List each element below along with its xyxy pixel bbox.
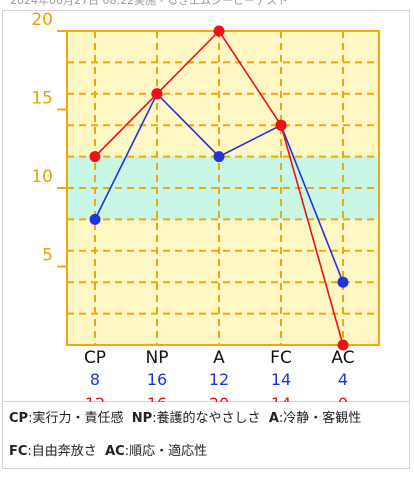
legend: CP:実行力・責任感 NP:養護的なやさしさ A:冷静・客観性 FC:自由奔放さ…	[2, 402, 410, 469]
value-label-1: 16	[147, 394, 167, 403]
category-label: FC	[270, 348, 292, 368]
legend-text: :自由奔放さ	[27, 444, 97, 459]
legend-text: :養護的なやさしさ	[152, 411, 261, 426]
data-point-1	[337, 339, 349, 351]
y-tick-label: 20	[31, 11, 53, 30]
legend-key: A	[268, 411, 279, 426]
value-label-0: 14	[271, 370, 291, 389]
category-label: A	[213, 348, 225, 368]
value-label-0: 16	[147, 370, 167, 389]
data-point-0	[213, 151, 225, 163]
category-label: AC	[331, 348, 354, 368]
value-label-1: 20	[209, 394, 229, 403]
value-label-0: 8	[90, 370, 100, 389]
legend-key: AC	[105, 444, 125, 459]
legend-text: :順応・適応性	[124, 444, 208, 459]
value-label-0: 4	[338, 370, 348, 389]
legend-row-2: FC:自由奔放さ AC:順応・適応性	[9, 435, 403, 468]
legend-text: :冷静・客観性	[278, 411, 362, 426]
value-label-1: 12	[85, 394, 105, 403]
y-tick-label: 10	[31, 167, 53, 187]
value-label-0: 12	[209, 370, 229, 389]
data-point-0	[89, 213, 101, 225]
value-label-1: 0	[338, 394, 348, 403]
value-label-1: 14	[271, 394, 291, 403]
legend-key: FC	[9, 444, 28, 459]
data-point-1	[213, 25, 225, 37]
y-tick-label: 15	[31, 89, 53, 109]
egogram-chart: 5 10 15 20 CP NP A FC AC 8 16 12 14 4 12 16 20 14 0	[31, 11, 380, 403]
category-label: CP	[84, 348, 106, 368]
category-label: NP	[146, 348, 169, 368]
legend-key: NP	[131, 411, 153, 426]
y-tick-label: 5	[42, 246, 53, 266]
legend-key: CP	[9, 411, 29, 426]
legend-text: :実行力・責任感	[28, 411, 124, 426]
chart-frame: 5 10 15 20 CP NP A FC AC 8 16 12 14 4 12 16 20 14 0	[2, 10, 410, 403]
data-point-1	[151, 88, 163, 100]
legend-row-1: CP:実行力・責任感 NP:養護的なやさしさ A:冷静・客観性	[9, 402, 403, 435]
header-fragment: 2024年06月27日 08:22実施 - るきエムジーピーテスト	[10, 0, 289, 7]
data-point-1	[89, 151, 101, 163]
data-point-1	[275, 119, 287, 131]
data-point-0	[337, 276, 349, 288]
